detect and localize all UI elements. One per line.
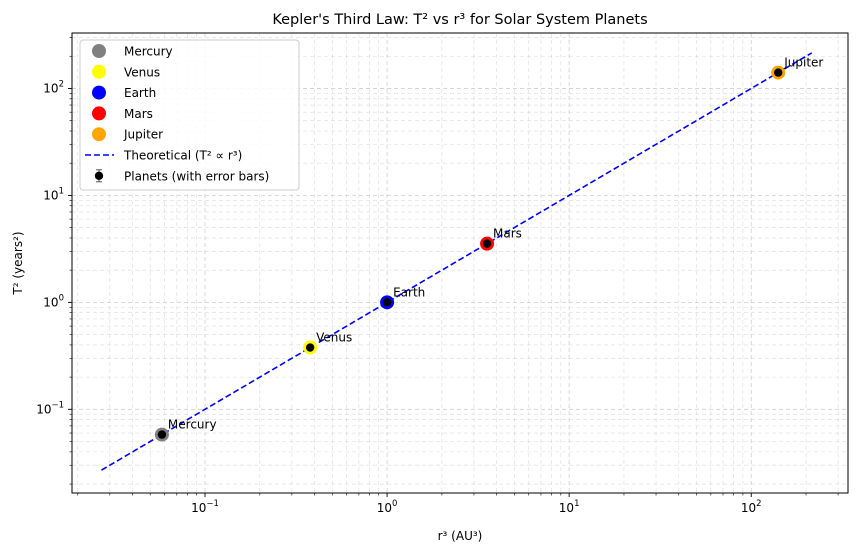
axis-ticks: 10−1 100 101 102 10−1 100 101 102 [36, 37, 839, 515]
legend: Mercury Venus Earth Mars Jupiter Theoretical … [79, 39, 300, 191]
legend-marker-earth [92, 85, 106, 100]
x-tick-label: 102 [741, 499, 762, 515]
y-axis-label: T² (years²) [11, 231, 25, 295]
legend-label-theoretical: Theoretical (T² ∝ r³) [123, 149, 242, 163]
error-point-jupiter [774, 68, 783, 77]
legend-box [79, 39, 300, 191]
planet-points-layer [154, 65, 786, 442]
y-tick-label: 102 [43, 79, 64, 95]
legend-label-earth: Earth [124, 86, 156, 100]
error-point-venus [305, 343, 315, 352]
legend-marker-mercury [92, 44, 106, 58]
legend-label-mars: Mars [124, 107, 153, 121]
x-tick-label: 10−1 [191, 499, 219, 515]
legend-marker-mars [92, 106, 106, 121]
point-label-venus: Venus [316, 331, 352, 345]
error-point-mars [482, 239, 492, 248]
legend-marker-jupiter [92, 127, 106, 142]
legend-label-venus: Venus [124, 65, 160, 79]
legend-label-mercury: Mercury [124, 45, 173, 59]
error-point-mercury [157, 430, 167, 439]
y-tick-label: 101 [43, 186, 64, 202]
y-tick-label: 100 [43, 293, 64, 309]
grid [72, 33, 848, 493]
point-label-mercury: Mercury [168, 418, 217, 432]
x-axis-label: r³ (AU³) [438, 529, 483, 543]
error-point-earth [382, 298, 392, 307]
chart-title: Kepler's Third Law: T² vs r³ for Solar S… [272, 12, 647, 28]
point-labels-layer: Mercury Venus Earth Mars Jupiter [168, 56, 823, 432]
legend-label-jupiter: Jupiter [123, 128, 163, 142]
plot-frame [71, 32, 849, 494]
x-tick-label: 101 [559, 499, 580, 515]
legend-marker-error-series [94, 171, 104, 180]
legend-label-error-series: Planets (with error bars) [124, 169, 269, 183]
legend-marker-venus [92, 64, 106, 79]
point-label-mars: Mars [493, 227, 522, 241]
x-tick-label: 100 [377, 499, 398, 515]
y-tick-label: 10−1 [36, 400, 64, 416]
theoretical-line-layer [101, 52, 813, 471]
point-label-earth: Earth [393, 285, 425, 299]
theoretical-line [101, 52, 813, 471]
point-label-jupiter: Jupiter [783, 56, 823, 70]
